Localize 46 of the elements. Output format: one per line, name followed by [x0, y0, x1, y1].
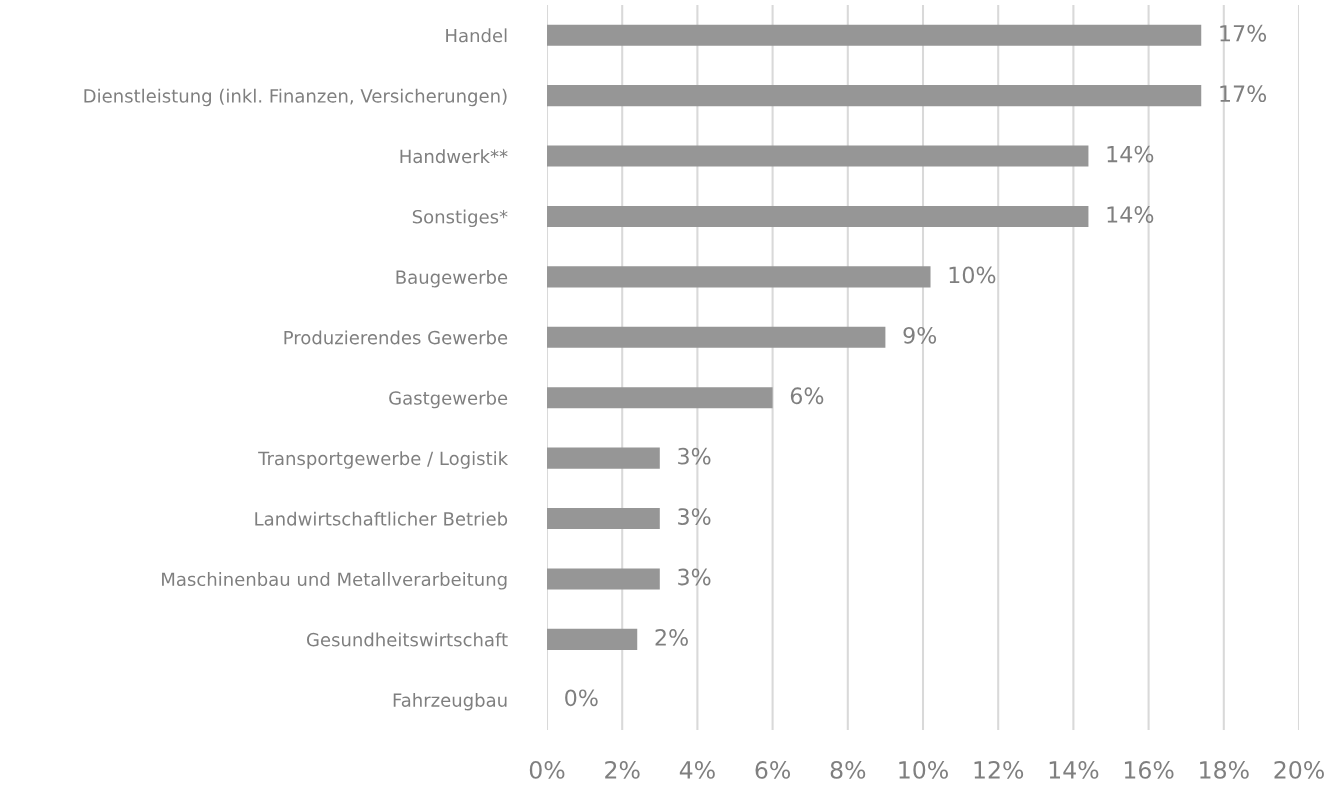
- bar: [547, 24, 1202, 46]
- x-tick-label: 18%: [1200, 760, 1249, 779]
- x-tick-label: 2%: [605, 760, 640, 779]
- data-label: 2%: [655, 629, 688, 646]
- data-label: 14%: [1107, 145, 1154, 163]
- y-tick-label: Handel: [446, 28, 507, 43]
- data-label: 6%: [790, 387, 824, 405]
- data-label: 17%: [1220, 85, 1267, 103]
- bar: [547, 568, 660, 590]
- y-tick-label: Gesundheitswirtschaft: [306, 632, 508, 647]
- y-tick-label: Handwerk**: [400, 149, 508, 164]
- y-tick-label: Landwirtschaftlicher Betrieb: [255, 511, 508, 526]
- y-tick-label: Maschinenbau und Metallverarbeitung: [162, 572, 507, 590]
- data-label: 17%: [1220, 24, 1267, 42]
- y-tick-label: Dienstleistung (inkl. Finanzen, Versicherungen): [84, 88, 507, 107]
- data-label: 3%: [678, 447, 711, 465]
- bar: [547, 387, 773, 409]
- bar: [547, 85, 1202, 107]
- y-tick-label: Sonstiges*: [412, 209, 508, 228]
- bar: [547, 326, 886, 348]
- x-tick-label: 16%: [1124, 760, 1174, 779]
- bar: [547, 628, 638, 650]
- data-label: 14%: [1107, 206, 1154, 223]
- data-label: 3%: [678, 508, 711, 525]
- data-label: 9%: [903, 326, 937, 344]
- y-tick-label: Fahrzeugbau: [393, 692, 507, 711]
- bar: [547, 266, 931, 288]
- y-tick-label: Gastgewerbe: [389, 390, 508, 409]
- x-tick-label: 12%: [974, 760, 1024, 779]
- bar: [547, 205, 1089, 228]
- data-label: 0%: [565, 689, 598, 707]
- x-tick-label: 14%: [1049, 760, 1099, 779]
- y-tick-label: Transportgewerbe / Logistik: [258, 451, 509, 469]
- y-tick-label: Produzierendes Gewerbe: [284, 330, 508, 345]
- bar: [547, 145, 1089, 167]
- bar: [547, 507, 660, 530]
- x-tick-label: 4%: [679, 760, 715, 779]
- y-tick-label: Baugewerbe: [396, 270, 508, 288]
- x-tick-label: 6%: [755, 760, 791, 779]
- data-label: 3%: [678, 568, 711, 586]
- bar: [547, 447, 660, 469]
- x-tick-label: 0%: [529, 760, 565, 779]
- data-label: 10%: [949, 266, 996, 284]
- x-tick-label: 10%: [899, 760, 948, 779]
- x-tick-label: 8%: [830, 760, 866, 779]
- x-tick-label: 20%: [1274, 760, 1324, 779]
